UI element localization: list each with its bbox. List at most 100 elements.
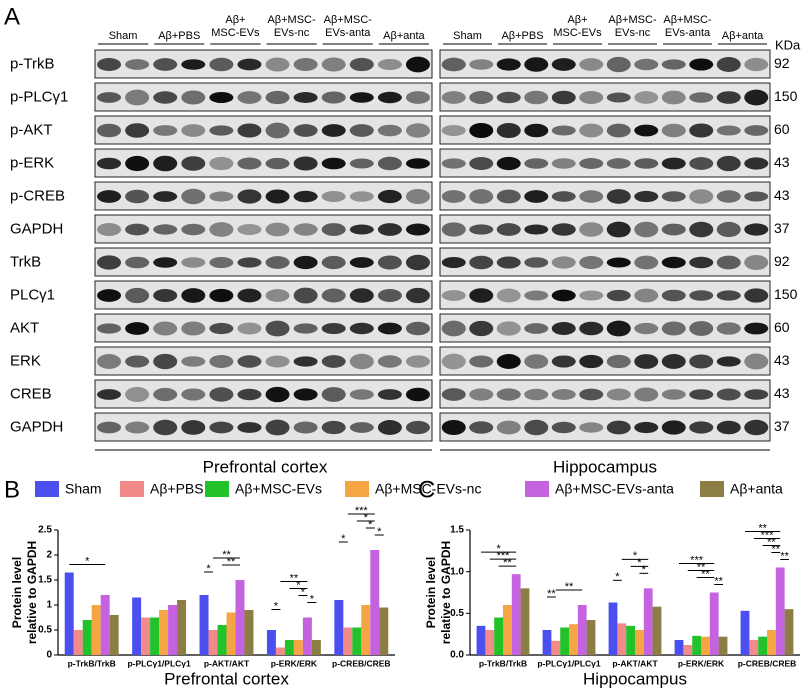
blot-band [153,387,178,402]
bar [692,635,701,655]
blot-band [716,125,741,136]
blot-band [661,59,686,70]
blot-row-label: p-PLCγ1 [10,88,68,105]
significance-label: ** [701,568,710,580]
blot-band [551,421,576,434]
significance-label: * [296,579,301,591]
blot-band [716,190,741,203]
blot-band [349,353,374,370]
blot-band [689,189,714,204]
blot-band [293,156,318,171]
group-label: EVs-nc [274,27,310,39]
panel-label: A [4,3,20,30]
blot-band [634,91,659,104]
blot-band [441,290,466,301]
x-tick-label: p-AKT/AKT [204,658,250,668]
blot-band [293,255,318,270]
blot-strip [439,148,771,178]
legend-swatch [345,481,369,497]
blot-band [125,59,150,70]
blot-band [469,122,494,139]
blot-band [744,223,769,236]
blot-row-label: ERK [10,352,41,369]
blot-band [524,190,549,203]
blot-band [209,57,234,72]
blot-band [125,89,150,106]
bar [343,627,353,655]
blot-band [237,422,262,433]
bar [235,580,245,655]
significance-label: * [368,519,373,531]
blot-band [265,289,290,302]
blot-strip [439,379,771,409]
blot-band [237,355,262,368]
blot-band [125,386,150,403]
legend-swatch [525,481,549,497]
blot-band [153,224,178,235]
blot-band [237,189,262,204]
group-label: Sham [453,30,482,42]
bar [334,600,344,655]
blot-band [716,356,741,367]
blot-band [496,420,521,435]
blot-band [606,289,631,302]
blot-band [579,158,604,169]
blot-band [634,158,659,169]
y-tick-label: 1.5 [450,525,464,536]
blot-band [181,288,206,303]
blot-band [97,421,122,434]
blot-band [209,156,234,171]
blot-band [689,123,714,138]
blot-band [181,356,206,367]
bar [379,607,389,655]
bar [542,630,552,655]
blot-strip [94,247,433,277]
blot-band [744,157,769,170]
blot-band [716,290,741,301]
bar [701,636,710,655]
kda-label: 37 [774,220,790,236]
blot-band [634,221,659,238]
legend-label: Aβ+MSC-EVs-anta [555,481,674,497]
significance-label: ** [227,556,236,568]
bar [82,620,92,655]
blot-band [441,91,466,104]
legend-swatch [120,481,144,497]
blot-band [551,223,576,236]
bar [577,605,587,655]
blot-band [551,125,576,136]
blot-band [579,321,604,336]
blot-band [441,256,466,269]
blot-band [524,257,549,268]
blot-band [377,223,402,236]
blot-band [237,58,262,71]
group-label: MSC-EVs [553,27,602,39]
blot-strip [94,313,433,343]
blot-strip [439,181,771,211]
blot-row-label: p-TrkB [10,55,54,72]
blot-band [689,321,714,336]
bar [586,620,596,655]
blot-band [634,421,659,434]
significance-label: ** [697,561,706,573]
legend-label: Aβ+PBS [150,481,204,497]
blot-band [689,354,714,369]
blot-band [551,355,576,368]
blot-band [689,157,714,170]
blot-band [405,123,430,138]
blot-band [606,56,631,73]
blot-band [496,91,521,104]
group-label: Aβ+MSC- [324,14,373,26]
blot-band [97,190,122,203]
blot-band [441,158,466,169]
blot-band [744,57,769,72]
blot-band [744,254,769,271]
blot-band [689,290,714,301]
blot-band [265,320,290,337]
blot-band [634,288,659,303]
bar [718,636,728,655]
blot-row-label: GAPDH [10,220,63,237]
y-tick-label: 0 [46,650,52,661]
blot-band [237,388,262,401]
